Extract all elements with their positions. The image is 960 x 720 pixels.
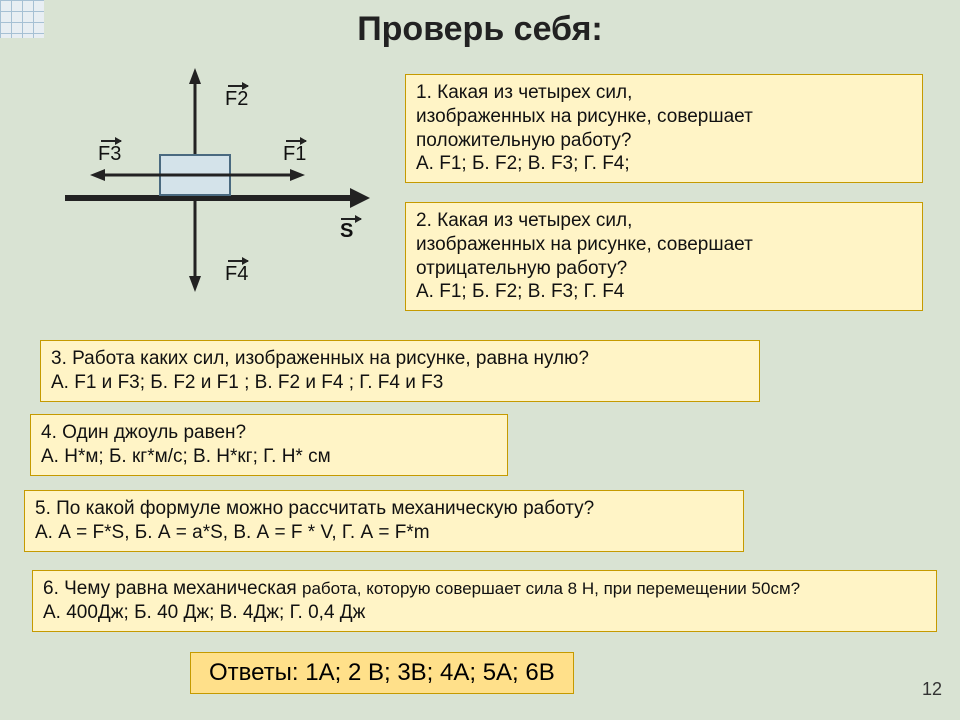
question-4: 4. Один джоуль равен? А. Н*м; Б. кг*м/с;… <box>30 414 508 476</box>
q6-opts: А. 400Дж; Б. 40 Дж; В. 4Дж; Г. 0,4 Дж <box>43 601 926 625</box>
f3-vector-mark <box>101 140 121 142</box>
page-number: 12 <box>922 679 942 700</box>
label-f4: F4 <box>225 263 248 286</box>
f1-vector-mark <box>286 140 306 142</box>
question-3: 3. Работа каких сил, изображенных на рис… <box>40 340 760 402</box>
q2-line1: 2. Какая из четырех сил, <box>416 209 912 233</box>
q6-line1: 6. Чему равна механическая работа, котор… <box>43 577 926 601</box>
label-s: S <box>340 220 353 243</box>
q1-line2: изображенных на рисунке, совершает <box>416 105 912 129</box>
q6-line1-a: 6. Чему равна механическая <box>43 578 302 599</box>
q1-line3: положительную работу? <box>416 129 912 153</box>
q4-opts: А. Н*м; Б. кг*м/с; В. Н*кг; Г. Н* см <box>41 445 497 469</box>
label-f2: F2 <box>225 88 248 111</box>
label-f3: F3 <box>98 143 121 166</box>
force-diagram: F2 F3 F1 F4 S <box>65 60 370 300</box>
q6-line1-b: работа, которую совершает сила 8 Н, при … <box>302 579 800 598</box>
diagram-svg <box>65 60 370 300</box>
question-1: 1. Какая из четырех сил, изображенных на… <box>405 74 923 183</box>
q3-line1: 3. Работа каких сил, изображенных на рис… <box>51 347 749 371</box>
f4-vector-mark <box>228 260 248 262</box>
question-5: 5. По какой формуле можно рассчитать мех… <box>24 490 744 552</box>
q3-opts: А. F1 и F3; Б. F2 и F1 ; В. F2 и F4 ; Г.… <box>51 371 749 395</box>
question-6: 6. Чему равна механическая работа, котор… <box>32 570 937 632</box>
answers-box: Ответы: 1А; 2 В; 3В; 4А; 5А; 6В <box>190 652 574 694</box>
f2-vector-mark <box>228 85 248 87</box>
label-f1: F1 <box>283 143 306 166</box>
q5-opts: А. А = F*S, Б. А = а*S, В. А = F * V, Г.… <box>35 521 733 545</box>
q5-line1: 5. По какой формуле можно рассчитать мех… <box>35 497 733 521</box>
q1-line1: 1. Какая из четырех сил, <box>416 81 912 105</box>
page-title: Проверь себя: <box>0 10 960 49</box>
q2-opts: А. F1; Б. F2; В. F3; Г. F4 <box>416 280 912 304</box>
q2-line2: изображенных на рисунке, совершает <box>416 233 912 257</box>
question-2: 2. Какая из четырех сил, изображенных на… <box>405 202 923 311</box>
q2-line3: отрицательную работу? <box>416 257 912 281</box>
q4-line1: 4. Один джоуль равен? <box>41 421 497 445</box>
q1-opts: А. F1; Б. F2; В. F3; Г. F4; <box>416 152 912 176</box>
